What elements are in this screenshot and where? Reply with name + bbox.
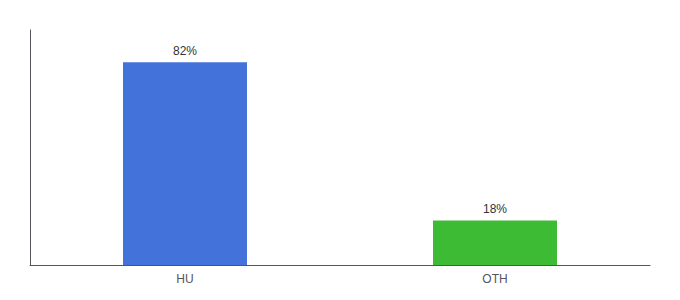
svg-text:HU: HU [176,272,193,286]
svg-text:18%: 18% [483,202,507,216]
svg-text:82%: 82% [173,44,197,58]
svg-text:OTH: OTH [482,272,507,286]
